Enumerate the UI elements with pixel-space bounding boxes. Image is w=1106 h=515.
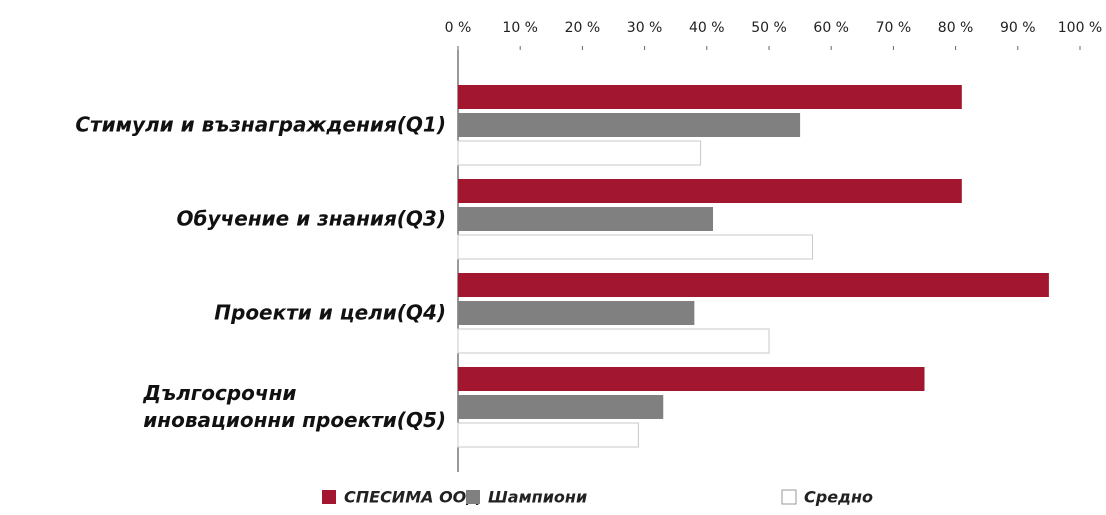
legend-swatch <box>466 490 480 504</box>
legend-label: СПЕСИМА ООД <box>344 488 481 507</box>
x-tick-label: 100 % <box>1058 20 1102 36</box>
bar <box>457 422 639 448</box>
bar <box>458 113 801 137</box>
legend-label: Шампиони <box>488 488 587 507</box>
bar <box>457 234 814 260</box>
x-tick-label: 0 % <box>445 20 472 36</box>
bar <box>457 140 702 166</box>
bar <box>458 179 962 203</box>
bar <box>458 207 714 231</box>
category-label: Обучение и знания(Q3) <box>176 206 446 231</box>
bar <box>458 85 962 109</box>
x-tick-label: 30 % <box>627 20 663 36</box>
category-label: Дългосрочни иновационни проекти(Q5) <box>143 381 446 432</box>
bar <box>457 328 770 354</box>
x-tick-label: 10 % <box>502 20 538 36</box>
legend-swatch <box>781 489 797 505</box>
category-label: Стимули и възнаграждения(Q1) <box>75 112 446 137</box>
x-tick-label: 50 % <box>751 20 787 36</box>
bar <box>458 367 925 391</box>
legend-swatch <box>322 490 336 504</box>
x-tick-label: 90 % <box>1000 20 1036 36</box>
x-tick-label: 70 % <box>876 20 912 36</box>
x-tick-label: 20 % <box>565 20 601 36</box>
bar <box>458 301 695 325</box>
x-tick-label: 60 % <box>813 20 849 36</box>
x-tick-label: 80 % <box>938 20 974 36</box>
bar <box>458 395 664 419</box>
category-label: Проекти и цели(Q4) <box>214 300 446 325</box>
x-tick-label: 40 % <box>689 20 725 36</box>
legend-label: Средно <box>804 488 873 507</box>
bar <box>458 273 1049 297</box>
